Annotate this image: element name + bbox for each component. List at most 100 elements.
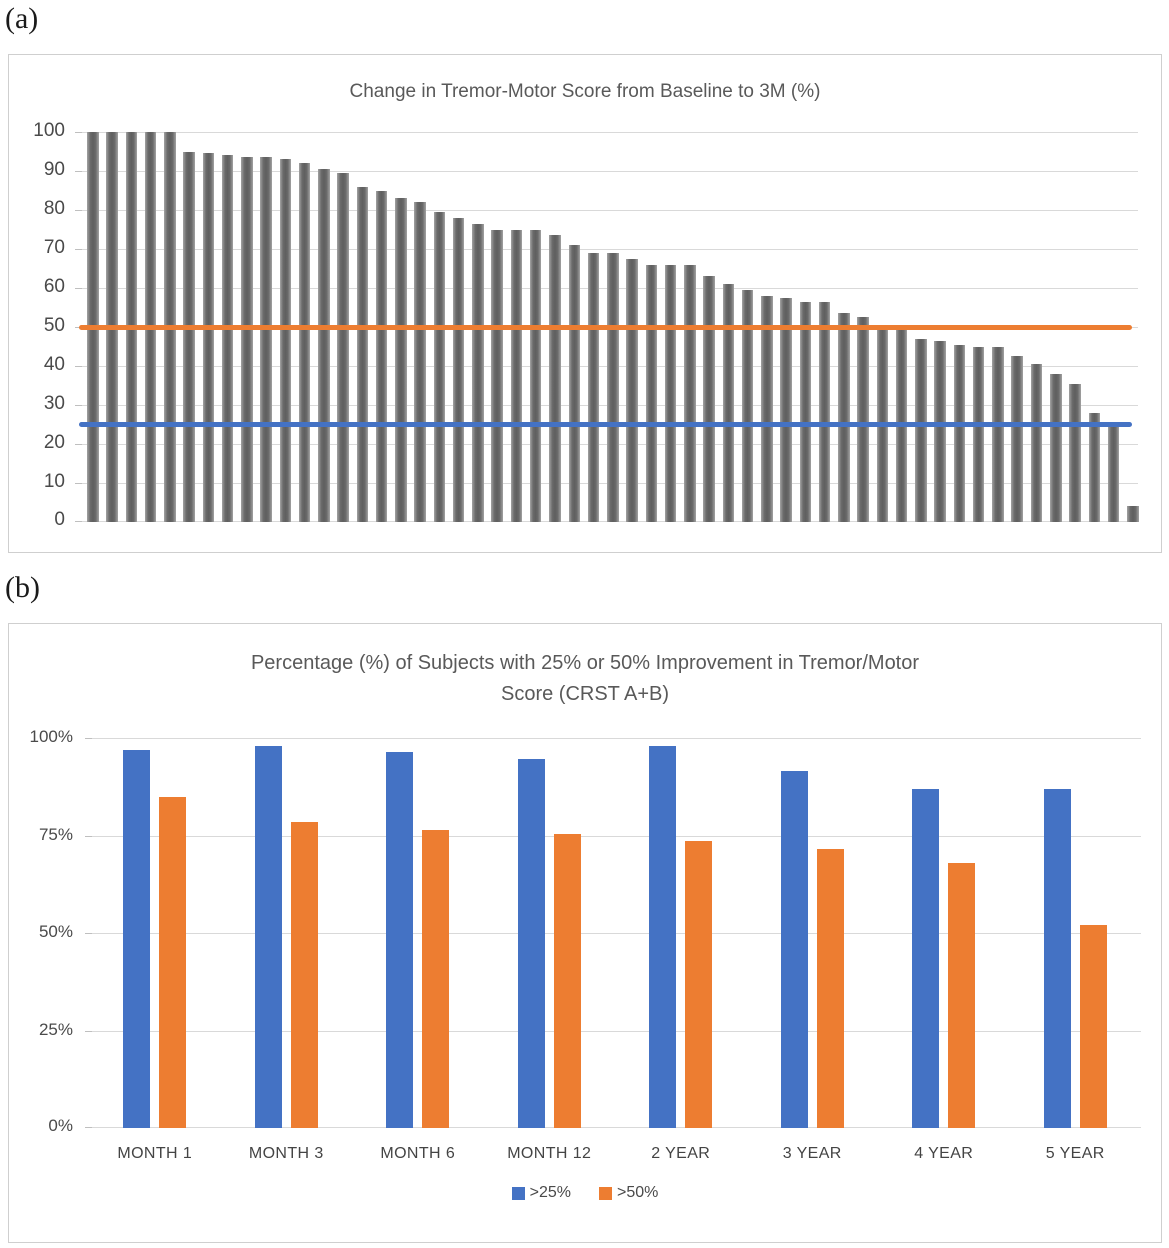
bar	[1079, 925, 1107, 1128]
bar	[183, 151, 195, 522]
chart-b-title-line2: Score (CRST A+B)	[500, 683, 670, 705]
bar	[553, 833, 581, 1128]
bar	[202, 153, 215, 522]
gridline	[89, 738, 1141, 739]
bar	[780, 297, 792, 522]
bar	[948, 862, 976, 1128]
bar	[685, 841, 713, 1128]
bar	[1043, 788, 1071, 1128]
gridline	[89, 1030, 1141, 1032]
axis-tick	[75, 132, 82, 133]
gridline	[89, 1127, 1141, 1128]
bar	[838, 313, 850, 522]
bar	[414, 202, 426, 522]
chart-a-plot-area: 100 90 80 70 60 50 40 30 20 10 0	[33, 120, 1139, 530]
gridline	[79, 210, 1138, 211]
chart-a-panel: Change in Tremor-Motor Score from Baseli…	[8, 54, 1162, 553]
axis-tick	[75, 249, 82, 250]
bar	[626, 258, 638, 522]
legend-swatch	[511, 1186, 525, 1200]
bar	[491, 229, 503, 522]
chart-b-panel: Percentage (%) of Subjects with 25% or 5…	[8, 623, 1162, 1243]
bar	[915, 338, 927, 522]
bar	[159, 796, 187, 1128]
bar	[298, 163, 311, 522]
y-axis-tick-label: 20	[43, 432, 65, 453]
y-axis-tick-label: 0	[54, 509, 65, 530]
y-axis-tick-label: 25%	[38, 1019, 73, 1039]
axis-tick	[75, 288, 82, 289]
axis-tick	[75, 483, 82, 484]
bar	[529, 229, 542, 522]
bar	[780, 771, 808, 1128]
bar	[433, 211, 446, 522]
bar	[587, 252, 600, 522]
bar	[1030, 364, 1043, 522]
legend-label: >25%	[529, 1184, 571, 1201]
bar	[645, 264, 658, 522]
bar	[375, 190, 388, 522]
y-axis-tick-label: 40	[43, 354, 65, 375]
axis-tick	[85, 1127, 92, 1128]
bar	[123, 749, 151, 1128]
axis-tick	[85, 835, 92, 837]
gridline	[89, 835, 1141, 837]
y-axis-tick-label: 70	[43, 237, 65, 258]
bar	[934, 340, 946, 522]
bar	[1107, 424, 1120, 522]
legend-item: >50%	[599, 1184, 658, 1202]
panel-b-label: (b)	[5, 571, 40, 604]
bar	[761, 295, 773, 522]
bar	[517, 759, 545, 1128]
bar	[422, 829, 450, 1128]
y-axis-tick-label: 100%	[29, 727, 73, 746]
y-axis-tick-label: 30	[43, 393, 65, 414]
bar	[607, 252, 619, 522]
gridline	[89, 933, 1141, 934]
bar	[1088, 412, 1101, 522]
y-axis-tick-label: 100	[33, 120, 65, 141]
bar	[649, 745, 677, 1128]
bar	[816, 849, 844, 1128]
axis-tick	[75, 366, 82, 367]
bar	[568, 245, 580, 522]
axis-tick	[75, 521, 82, 522]
bar	[510, 229, 523, 522]
bar	[1069, 383, 1081, 522]
bar	[452, 217, 465, 522]
bar	[703, 276, 715, 522]
bar	[279, 159, 292, 522]
x-axis-category-label: MONTH 3	[248, 1145, 324, 1162]
y-axis-tick-label: 60	[43, 276, 65, 297]
bar	[992, 346, 1004, 522]
reference-line	[79, 422, 1132, 427]
legend-swatch	[599, 1186, 612, 1200]
bar	[395, 198, 407, 522]
x-axis-category-label: MONTH 1	[117, 1145, 193, 1162]
legend-label: >50%	[617, 1184, 659, 1201]
y-axis-tick-label: 80	[43, 198, 65, 219]
y-axis-tick-label: 0%	[48, 1116, 73, 1135]
chart-b-plot-area: 100% 75% 50% 25% 0% MONTH 1 MONTH 3 MONTH 6 MONT…	[30, 727, 1141, 1162]
axis-tick	[85, 738, 92, 739]
bar	[337, 172, 349, 522]
gridline	[79, 171, 1138, 172]
y-axis-tick-label: 75%	[38, 824, 73, 844]
axis-tick	[75, 444, 82, 445]
legend-item: >25%	[511, 1184, 571, 1202]
bar	[318, 169, 330, 522]
x-axis-category-label: MONTH 12	[507, 1145, 592, 1162]
x-axis-category-label: 4 YEAR	[914, 1145, 974, 1162]
bar	[386, 751, 414, 1128]
bar	[972, 346, 985, 522]
gridline	[79, 249, 1138, 250]
y-axis-tick-label: 10	[43, 471, 65, 492]
x-axis-category-label: 3 YEAR	[782, 1145, 842, 1162]
reference-line	[79, 324, 1132, 330]
chart-b-title: Percentage (%) of Subjects with 25% or 5…	[9, 648, 1161, 710]
y-axis-tick-label: 90	[43, 159, 65, 180]
bar	[1127, 506, 1139, 522]
bar	[356, 186, 369, 522]
bar	[741, 289, 754, 522]
gridline	[79, 132, 1138, 133]
